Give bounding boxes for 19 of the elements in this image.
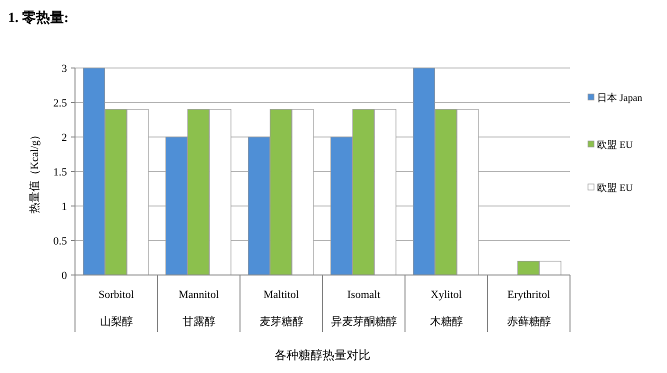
category-label: Xylitol 木糖醇 bbox=[430, 289, 463, 328]
legend-label: 日本 Japan bbox=[597, 92, 642, 104]
y-tick-label: 1.5 bbox=[53, 166, 68, 178]
legend-label: 欧盟 EU bbox=[597, 182, 634, 194]
category-label: Sorbitol 山梨醇 bbox=[98, 289, 134, 328]
y-axis-title: 热量值（Kcal/g） bbox=[29, 129, 41, 214]
y-tick-label: 0 bbox=[62, 270, 68, 282]
y-tick-label: 2 bbox=[62, 132, 67, 144]
y-tick-label: 0.5 bbox=[53, 236, 68, 248]
text: 各种糖醇热量对比 bbox=[274, 348, 370, 362]
y-tick-label: 3 bbox=[62, 63, 68, 75]
y-tick-label: 1 bbox=[62, 201, 67, 213]
category-label: Erythritol 赤藓糖醇 bbox=[506, 289, 551, 328]
category-label: Mannitol 甘露醇 bbox=[178, 289, 219, 328]
category-label: Isomalt 异麦芽酮糖醇 bbox=[330, 289, 397, 328]
legend-label: 欧盟 EU bbox=[597, 139, 634, 151]
chart-title: 1. 零热量: bbox=[8, 10, 69, 26]
y-tick-label: 2.5 bbox=[53, 98, 68, 110]
category-label: Maltitol 麦芽糖醇 bbox=[259, 289, 304, 328]
